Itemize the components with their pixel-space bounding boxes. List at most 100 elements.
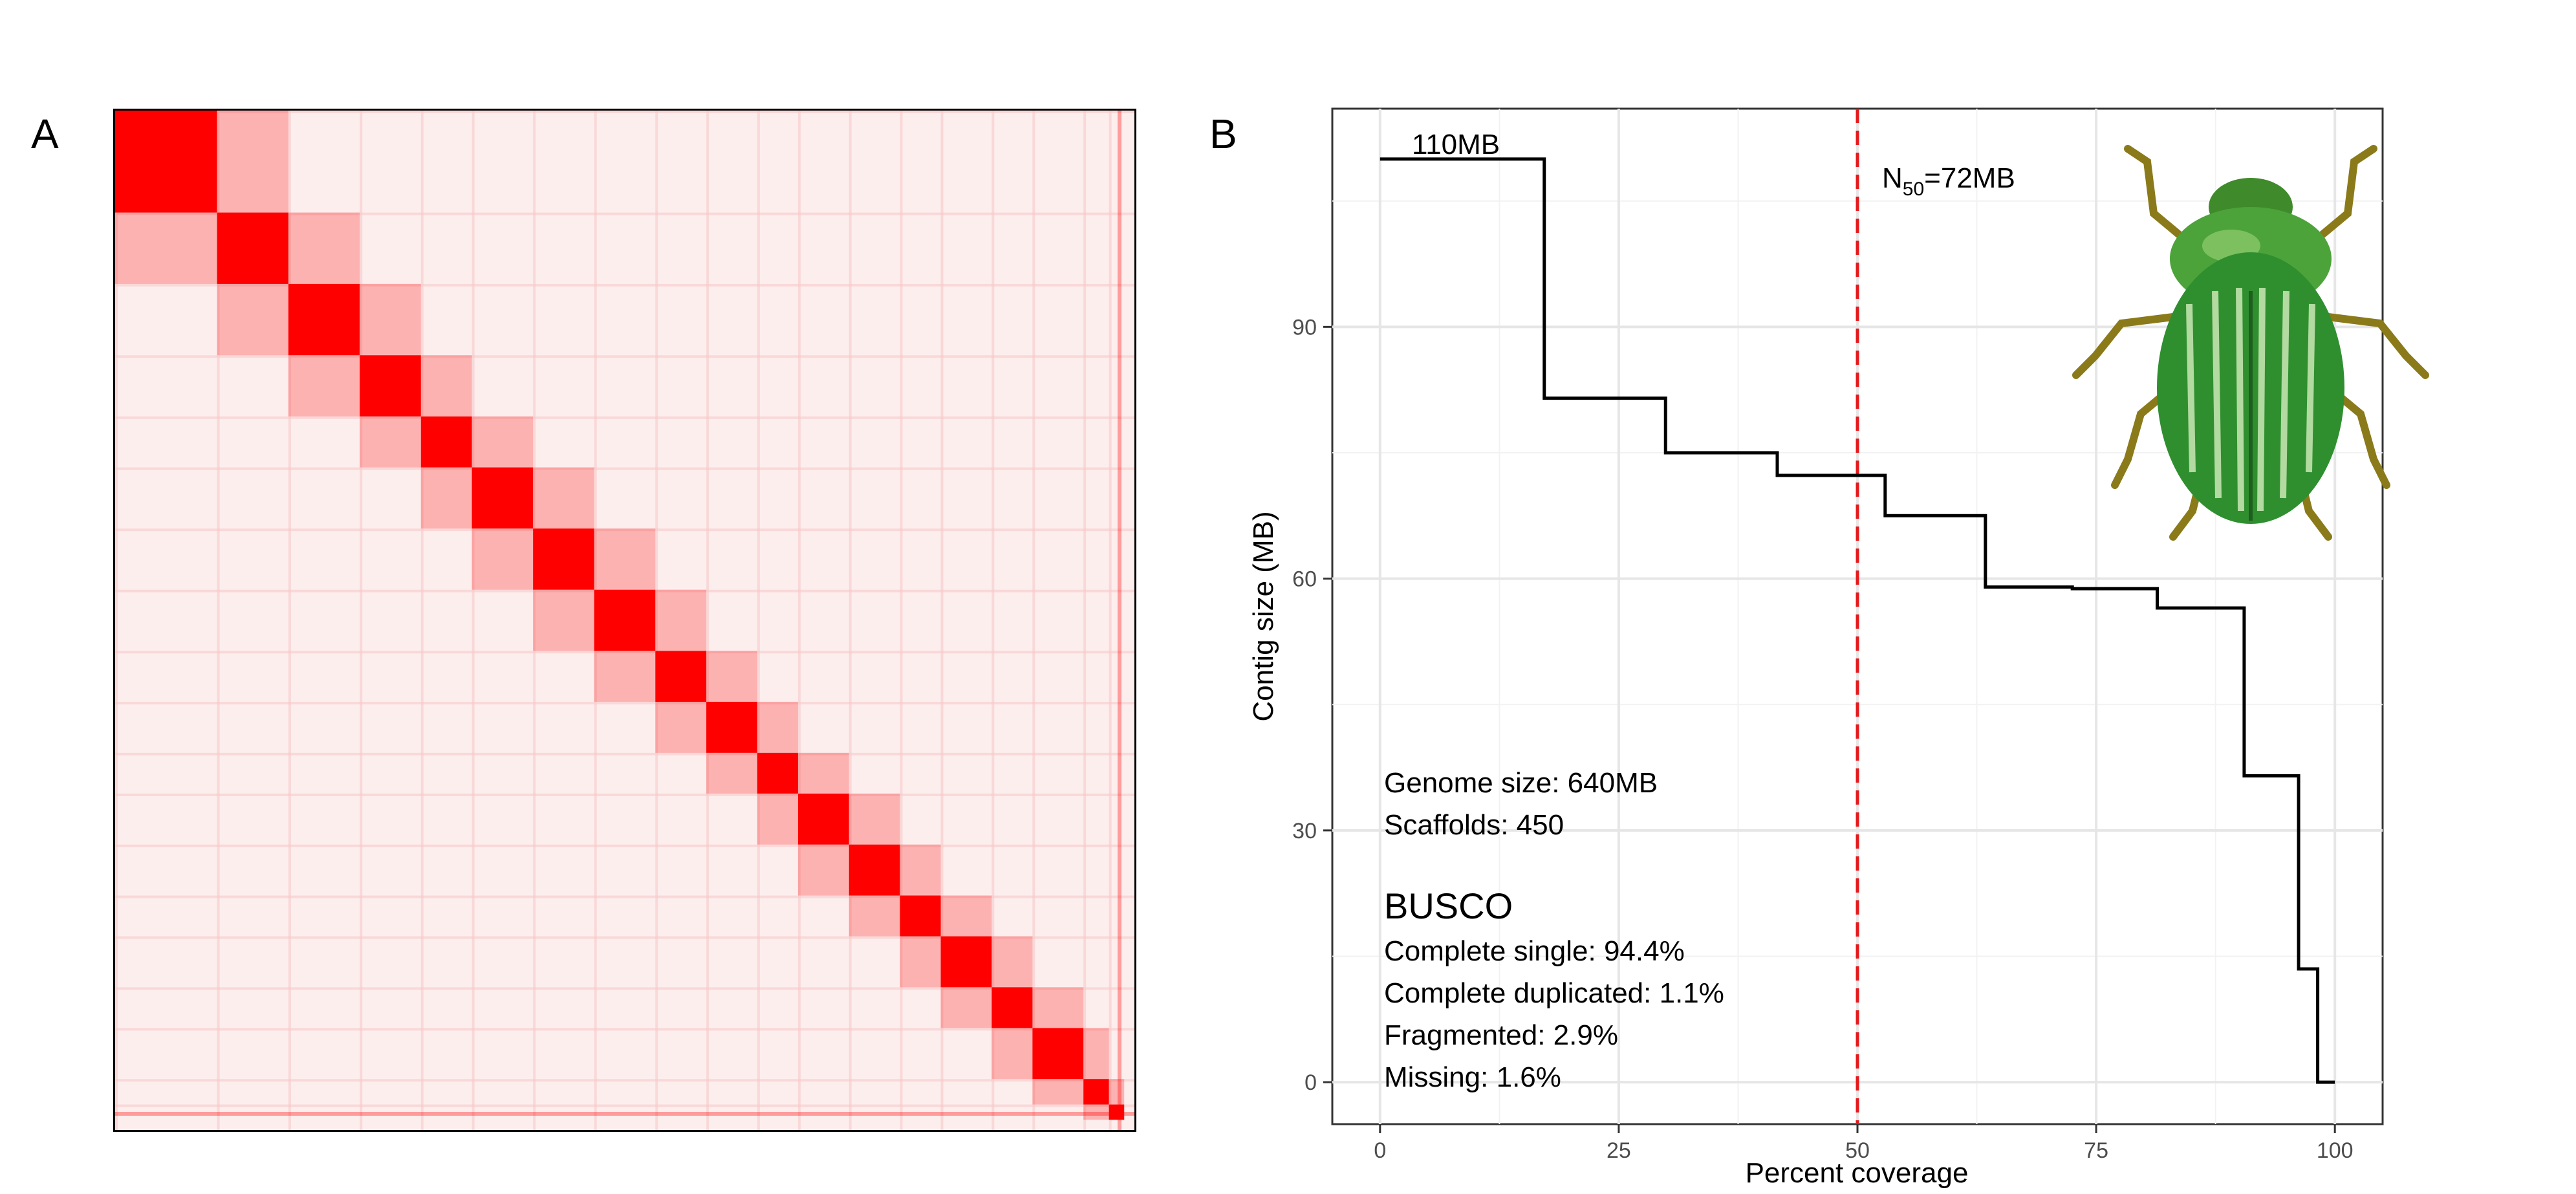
hic-stripe-v [1109,111,1112,1130]
hic-chromosome-block [757,752,798,794]
hic-stripe-v [288,111,291,1130]
panel-b-label: B [1209,111,1237,157]
hic-stripe-v [360,111,363,1130]
hic-offdiag-block [991,936,1033,988]
n50-value: =72MB [1924,162,2015,194]
hic-background-stripes [115,111,1134,1130]
busco-title: BUSCO [1384,885,1513,926]
hic-offdiag-block [757,793,798,845]
x-tick-label: 25 [1607,1138,1631,1163]
top-value-label: 110MB [1412,129,1500,160]
hic-offdiag-block [217,111,288,213]
hic-offdiag-block [940,987,992,1028]
hic-stripe-h [115,1104,1134,1107]
hic-chromosome-block [594,589,656,651]
hic-chromosome-block [420,416,472,468]
hic-offdiag-block [655,702,707,753]
hic-chromosome-block [533,528,594,590]
hic-diagonal-blocks [115,111,1125,1120]
n50-label: N50=72MB [1882,162,2015,200]
hic-chromosome-block [706,702,757,753]
hic-stripe-v [1032,111,1035,1130]
hic-offdiag-block [706,752,757,794]
hic-stripe-h [115,1079,1134,1082]
hic-offdiag-block [360,283,421,356]
y-tick-label: 90 [1292,315,1317,340]
hic-stripe-v [900,111,903,1130]
hic-offdiag-block [594,528,656,590]
busco-fragmented-label: Fragmented: 2.9% [1384,1019,1618,1051]
x-tick-label: 50 [1845,1138,1870,1163]
hic-chromosome-block [288,283,360,356]
hic-offdiag-block [533,589,594,651]
hic-stripe-h [115,212,1134,215]
genome-size-label: Genome size: 640MB [1384,767,1658,799]
y-axis-title: Contig size (MB) [1248,511,1279,721]
hic-offdiag-block [471,528,534,590]
hic-edge-signal [1118,111,1121,1130]
hic-stripe-h [115,1028,1134,1031]
hic-stripe-v [849,111,852,1130]
hic-chromosome-block [797,793,849,845]
hic-offdiag-block [217,283,288,356]
hic-chromosome-block [1032,1028,1084,1080]
hic-offdiag-block [420,355,472,417]
hic-stripe-v [991,111,995,1130]
hic-chromosome-block [115,111,217,213]
hic-offdiag-block [797,752,849,794]
hic-chromosome-block [655,651,707,702]
hic-offdiag-block [471,416,534,468]
x-tick-label: 0 [1374,1138,1386,1163]
n50-prefix: N [1882,162,1903,194]
y-tick-label: 60 [1292,567,1317,592]
panel-a-label: A [31,111,59,157]
hic-stripe-h [115,793,1134,796]
contig-size-step-line [1380,157,2335,1084]
hic-edge-signal [115,1112,1134,1116]
hic-offdiag-block [900,844,941,896]
hic-offdiag-block [655,589,707,651]
hic-stripe-h [115,111,1134,113]
hic-offdiag-block [991,1028,1033,1080]
y-tick-label: 30 [1292,819,1317,843]
hic-offdiag-block [288,355,360,417]
hic-stripe-v [533,111,536,1130]
hic-stripe-h [115,987,1134,990]
hic-offdiag-block [288,212,360,284]
hic-offdiag-block [594,651,656,702]
hic-chromosome-block [1083,1079,1109,1105]
hic-stripe-v [757,111,760,1130]
hic-chromosome-block [991,987,1033,1028]
hic-offdiag-block [757,702,798,753]
hic-stripe-v [706,111,709,1130]
x-tick-label: 75 [2084,1138,2108,1163]
hic-offdiag-block [797,844,849,896]
hic-chromosome-block [1109,1104,1125,1120]
hic-offdiag-block [900,936,941,988]
busco-missing-label: Missing: 1.6% [1384,1061,1561,1093]
hic-stripe-h [115,355,1134,358]
hic-stripe-h [115,936,1134,939]
hic-offdiag-block [1032,1079,1084,1105]
x-axis-title: Percent coverage [1746,1157,1969,1189]
hic-stripe-v [115,111,118,1130]
hic-stripe-h [115,528,1134,532]
hic-offdiag-block [1032,987,1084,1028]
hic-stripe-h [115,467,1134,470]
hic-chromosome-block [849,844,900,896]
hic-chromosome-block [471,467,534,529]
hic-offdiag-block [849,895,900,937]
busco-single-label: Complete single: 94.4% [1384,935,1685,967]
hic-offdiag-block [115,212,217,284]
green-scarab-beetle-icon [2072,145,2429,541]
hic-offdiag-block [360,416,421,468]
contig-step-series [1380,157,2335,1084]
hic-stripe-h [115,416,1134,419]
hic-halos [115,111,1125,1120]
x-tick-label: 100 [2317,1138,2354,1163]
hic-stripe-v [471,111,475,1130]
hic-offdiag-block [706,651,757,702]
hic-stripe-h [115,702,1134,705]
hic-offdiag-block [533,467,594,529]
